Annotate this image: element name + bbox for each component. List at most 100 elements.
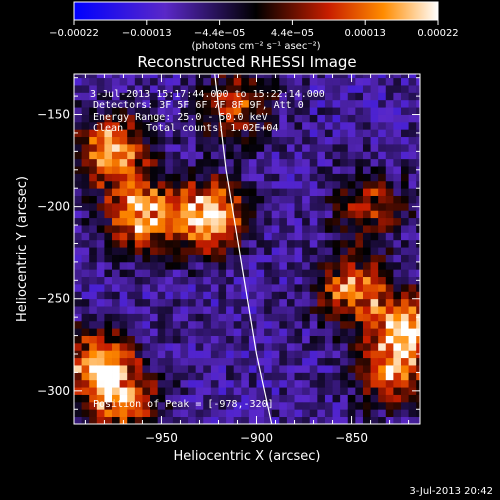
heatmap-cell xyxy=(400,144,409,152)
heatmap-cell xyxy=(203,144,212,152)
heatmap-cell xyxy=(127,276,136,285)
heatmap-cell xyxy=(362,151,371,160)
heatmap-cell xyxy=(180,276,189,285)
heatmap-cell xyxy=(256,77,265,86)
heatmap-cell xyxy=(188,254,197,263)
heatmap-cell xyxy=(347,387,356,395)
heatmap-cell xyxy=(370,306,379,314)
heatmap-cell xyxy=(286,129,295,138)
heatmap-cell xyxy=(248,99,257,108)
heatmap-cell xyxy=(294,144,303,152)
heatmap-cell xyxy=(195,387,204,395)
heatmap-cell xyxy=(324,269,333,278)
heatmap-cell xyxy=(264,180,273,189)
heatmap-cell xyxy=(355,409,364,418)
heatmap-cell xyxy=(96,158,105,167)
heatmap-cell xyxy=(324,335,333,344)
heatmap-cell xyxy=(385,136,394,145)
heatmap-cell xyxy=(165,114,174,123)
heatmap-cell xyxy=(271,202,280,211)
heatmap-cell xyxy=(188,99,197,108)
heatmap-cell xyxy=(203,409,212,418)
heatmap-cell xyxy=(142,210,151,219)
heatmap-cell xyxy=(408,284,417,292)
heatmap-cell xyxy=(317,387,326,395)
heatmap-cell xyxy=(271,306,280,314)
heatmap-cell xyxy=(165,276,174,285)
heatmap-cell xyxy=(286,180,295,189)
heatmap-cell xyxy=(362,416,371,424)
heatmap-cell xyxy=(317,173,326,182)
heatmap-cell xyxy=(294,261,303,270)
heatmap-cell xyxy=(340,284,349,292)
heatmap-cell xyxy=(203,394,212,403)
heatmap-cell xyxy=(81,129,90,138)
heatmap-cell xyxy=(157,114,166,123)
heatmap-cell xyxy=(416,114,420,123)
heatmap-cell xyxy=(324,232,333,241)
heatmap-cell xyxy=(302,210,311,219)
heatmap-cell xyxy=(89,158,98,167)
heatmap-cell xyxy=(172,254,181,263)
heatmap-cell xyxy=(362,335,371,344)
heatmap-cell xyxy=(408,247,417,255)
heatmap-cell xyxy=(317,99,326,108)
heatmap-cell xyxy=(355,225,364,233)
heatmap-cell xyxy=(286,99,295,108)
heatmap-cell xyxy=(142,151,151,160)
heatmap-cell xyxy=(150,180,159,189)
heatmap-cell xyxy=(332,121,341,130)
heatmap-cell xyxy=(188,121,197,130)
heatmap-cell xyxy=(81,401,90,410)
heatmap-cell xyxy=(89,313,98,322)
heatmap-cell xyxy=(378,210,387,219)
heatmap-cell xyxy=(248,144,257,152)
heatmap-cell xyxy=(264,129,273,138)
heatmap-cell xyxy=(294,342,303,351)
heatmap-cell xyxy=(416,357,420,366)
heatmap-cell xyxy=(112,261,121,270)
heatmap-cell xyxy=(302,173,311,182)
heatmap-cell xyxy=(119,276,128,285)
footer-timestamp: 3-Jul-2013 20:42 xyxy=(409,486,493,497)
heatmap-cell xyxy=(218,379,227,388)
heatmap-cell xyxy=(119,261,128,270)
heatmap-cell xyxy=(393,77,402,86)
heatmap-cell xyxy=(347,239,356,248)
heatmap-cell xyxy=(256,387,265,395)
heatmap-cell xyxy=(165,394,174,403)
heatmap-cell xyxy=(81,85,90,93)
heatmap-cell xyxy=(355,269,364,278)
heatmap-cell xyxy=(355,166,364,174)
heatmap-cell xyxy=(362,350,371,359)
heatmap-cell xyxy=(241,401,250,410)
heatmap-cell xyxy=(150,276,159,285)
heatmap-cell xyxy=(347,298,356,307)
heatmap-cell xyxy=(157,158,166,167)
heatmap-cell xyxy=(370,180,379,189)
heatmap-cell xyxy=(180,291,189,300)
axis-ticks xyxy=(74,74,420,424)
heatmap-cell xyxy=(226,365,235,373)
heatmap-cell xyxy=(112,254,121,263)
heatmap-cell xyxy=(378,77,387,86)
heatmap-cell xyxy=(241,239,250,248)
heatmap-cell xyxy=(340,188,349,196)
heatmap-cell xyxy=(264,350,273,359)
heatmap-cell xyxy=(74,74,82,79)
heatmap-cell xyxy=(370,342,379,351)
heatmap-cell xyxy=(378,144,387,152)
heatmap-cell xyxy=(188,239,197,248)
heatmap-cell xyxy=(218,85,227,93)
heatmap-cell xyxy=(279,166,288,174)
heatmap-cell xyxy=(416,298,420,307)
heatmap-cell xyxy=(104,379,113,388)
heatmap-cell xyxy=(104,158,113,167)
heatmap-cell xyxy=(378,379,387,388)
heatmap-cell xyxy=(195,401,204,410)
heatmap-cell xyxy=(241,166,250,174)
heatmap-cell xyxy=(264,254,273,263)
heatmap-cell xyxy=(271,342,280,351)
heatmap-cell xyxy=(294,394,303,403)
heatmap-cell xyxy=(279,239,288,248)
